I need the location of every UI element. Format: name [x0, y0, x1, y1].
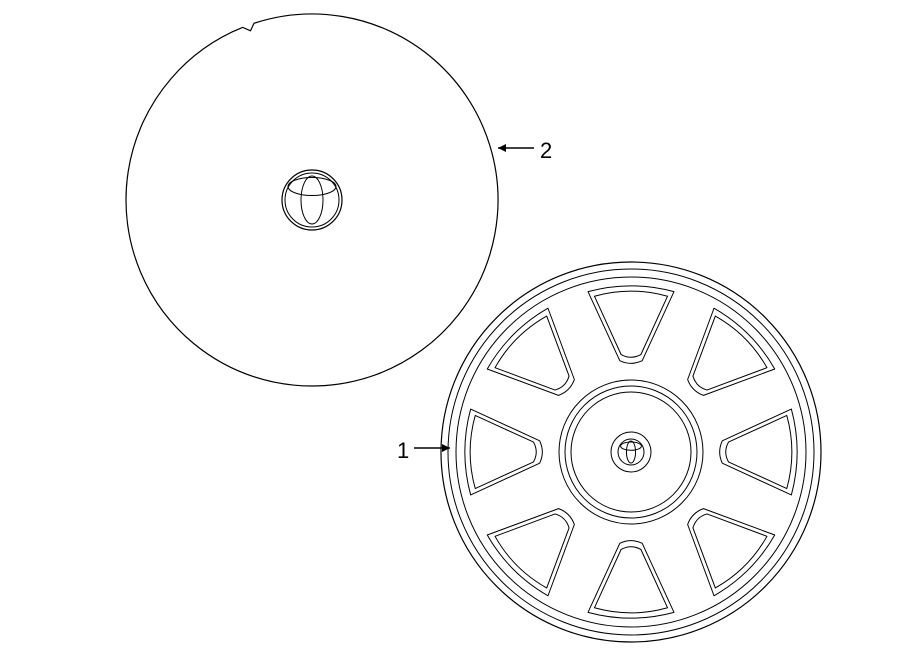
- diagram-canvas: 1 2: [0, 0, 900, 661]
- spoked-wheel-cover: [441, 262, 821, 642]
- diagram-svg: [0, 0, 900, 661]
- callout-label-2: 2: [540, 138, 552, 164]
- plain-wheel-cover: [126, 14, 498, 386]
- callout-label-1: 1: [397, 438, 409, 464]
- callout-2-arrow: [498, 144, 534, 152]
- callout-1-arrow: [414, 444, 450, 452]
